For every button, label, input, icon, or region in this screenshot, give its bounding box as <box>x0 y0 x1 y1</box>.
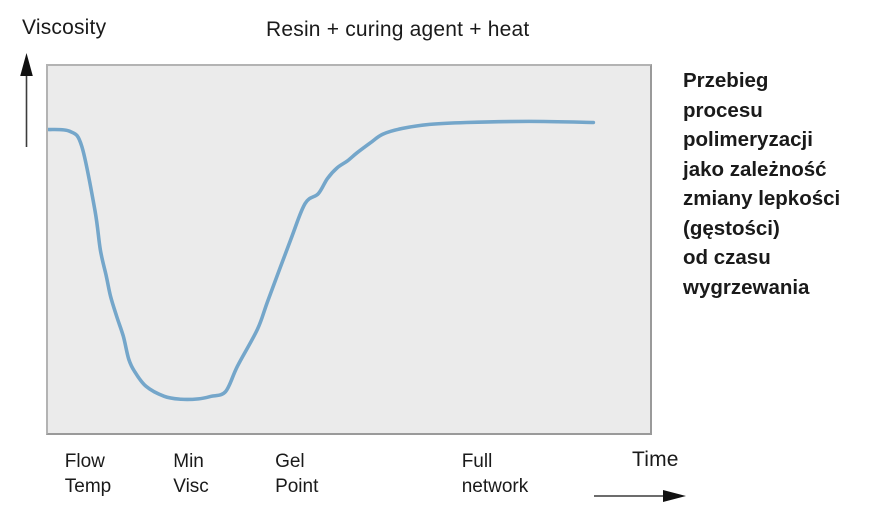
caption-line: (gęstości) <box>683 216 780 240</box>
x-axis-annotations: Flow Temp Min Visc Gel Point Full networ… <box>46 449 652 509</box>
caption-text: Przebieg procesu polimeryzacji jako zale… <box>683 66 869 302</box>
x-annotation-min-visc: Min Visc <box>173 451 209 497</box>
caption-line: procesu <box>683 98 763 122</box>
viscosity-curve-svg <box>48 119 596 402</box>
x-annotation-flow-temp: Flow Temp <box>64 451 112 497</box>
caption-line: polimeryzacji <box>683 128 813 151</box>
caption-line: od czasu <box>683 246 771 269</box>
chart-title: Resin + curing agent + heat <box>266 18 530 41</box>
x-axis-title: Time <box>632 448 679 471</box>
caption-line: zmiany lepkości <box>683 187 841 210</box>
y-axis-arrow-up-icon <box>19 53 34 154</box>
caption-line: wygrzewania <box>683 275 810 299</box>
caption-line: Przebieg <box>683 69 769 92</box>
viscosity-curve <box>48 119 596 402</box>
y-axis-title: Viscosity <box>22 16 107 39</box>
plot-area <box>46 64 652 435</box>
x-axis-arrow-right-icon <box>594 489 686 508</box>
x-annotation-gel-point: Gel Point <box>275 451 319 497</box>
x-annotation-full-network: Full network <box>461 451 529 497</box>
caption-line: jako zależność <box>683 157 827 181</box>
